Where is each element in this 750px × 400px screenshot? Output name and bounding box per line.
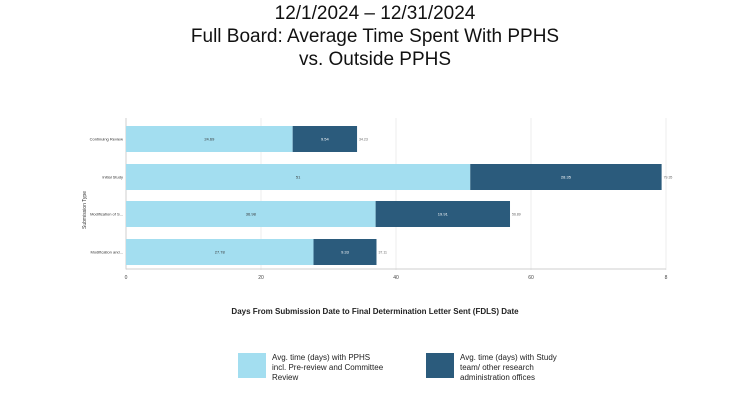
bar-segment-outside (470, 164, 662, 190)
y-tick-label: Modification of S... (90, 212, 123, 217)
bar-segment-outside (313, 239, 377, 265)
bar-segment-pphs (126, 201, 376, 227)
bar-total-label: 56.89 (512, 213, 521, 217)
legend-label-pphs: Avg. time (days) with PPHS incl. Pre-rev… (272, 353, 384, 382)
bar-value-label: 24.69 (204, 137, 215, 142)
bar-value-label: 27.78 (215, 250, 226, 255)
y-tick-label: Modification and... (91, 250, 123, 255)
x-tick-label: 60 (528, 275, 534, 281)
bar-segment-pphs (126, 239, 314, 265)
bar-value-label: 9.54 (321, 137, 330, 142)
bar-value-label: 51 (296, 175, 301, 180)
chart-title-line-2: Full Board: Average Time Spent With PPHS (190, 26, 560, 47)
bar-segment-outside (292, 126, 358, 152)
x-tick-label: 0 (125, 275, 128, 281)
chart-title-line-1: 12/1/2024 – 12/31/2024 (274, 3, 476, 24)
bar-value-label: 36.98 (246, 212, 257, 217)
x-tick-label: 20 (258, 275, 264, 281)
bar-segment-pphs (126, 126, 293, 152)
y-tick-label: Continuing Review (90, 137, 123, 142)
bar-value-label: 19.91 (438, 212, 449, 217)
legend-item-outside: Avg. time (days) with Study team/ other … (426, 353, 572, 383)
legend-swatch-pphs (238, 353, 266, 378)
bar-segment-pphs (126, 164, 471, 190)
x-tick-label: 40 (393, 275, 399, 281)
x-tick-label: 8 (665, 275, 668, 281)
bar-segment-outside (375, 201, 511, 227)
legend-label-outside: Avg. time (days) with Study team/ other … (460, 353, 557, 382)
chart-title-line-3: vs. Outside PPHS (298, 49, 452, 70)
legend-swatch-outside (426, 353, 454, 378)
y-tick-label: Initial Study (102, 175, 123, 180)
bar-total-label: 79.35 (664, 176, 673, 180)
x-axis-label: Days From Submission Date to Final Deter… (231, 307, 519, 316)
y-axis-label: Submission Type (82, 191, 88, 229)
stacked-bar-chart: 0 20 40 60 8 Submission Type Continuing Review… (82, 118, 673, 281)
bar-total-label: 34.23 (359, 138, 368, 142)
legend-item-pphs: Avg. time (days) with PPHS incl. Pre-rev… (238, 353, 384, 383)
bar-value-label: 28.35 (561, 175, 572, 180)
bar-value-label: 9.33 (341, 250, 350, 255)
bar-total-label: 37.11 (378, 251, 387, 255)
